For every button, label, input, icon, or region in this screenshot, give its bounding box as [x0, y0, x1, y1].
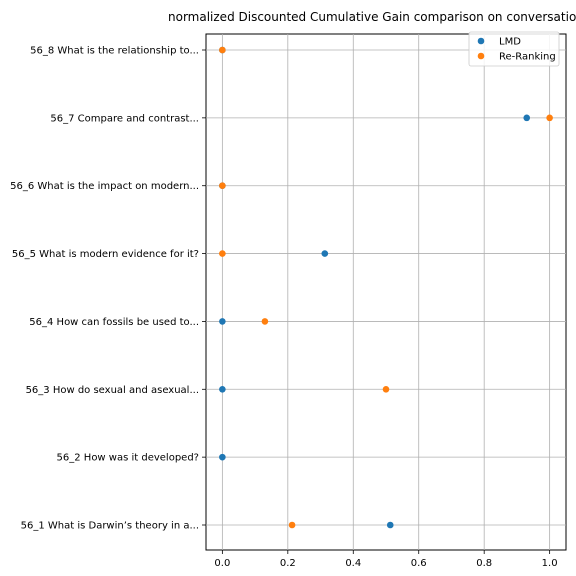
data-point-re-ranking [546, 114, 553, 122]
data-point-lmd [386, 521, 394, 529]
data-point-lmd [219, 385, 226, 393]
data-point-re-ranking [219, 182, 226, 190]
legend-label: Re-Ranking [499, 52, 556, 63]
chart-title: normalized Discounted Cumulative Gain co… [168, 10, 576, 24]
data-point-re-ranking [219, 250, 226, 257]
x-tick-label: 0.8 [476, 558, 492, 569]
data-point-lmd [219, 453, 226, 461]
x-tick-label: 0.2 [280, 558, 296, 569]
y-tick-label: 56_6 What is the impact on modern... [10, 181, 199, 192]
data-point-lmd [523, 114, 531, 122]
y-tick-label: 56_4 How can fossils be used to... [29, 317, 199, 328]
data-point-re-ranking [382, 385, 390, 393]
plot-area-frame [205, 33, 567, 551]
x-tick-label: 0.4 [345, 558, 361, 569]
y-tick-label: 56_2 How was it developed? [57, 453, 199, 464]
y-tick-label: 56_5 What is modern evidence for it? [12, 249, 199, 260]
points-layer [219, 46, 553, 529]
legend-label: LMD [499, 37, 521, 48]
grid-layer [206, 34, 566, 550]
y-tick-label: 56_7 Compare and contrast... [50, 113, 199, 124]
legend-marker [477, 52, 485, 60]
data-point-re-ranking [288, 521, 296, 529]
x-tick-label: 0.6 [411, 558, 427, 569]
data-point-re-ranking [261, 318, 269, 325]
x-tick-label: 0.0 [214, 558, 230, 569]
data-point-re-ranking [219, 46, 226, 54]
legend-box [468, 31, 560, 67]
axis-layer: 0.0 0.2 0.4 0.6 0.8 1.0 56_1 What is Darwin’s … [10, 46, 557, 570]
y-tick-label: 56_8 What is the relationship to... [30, 46, 199, 57]
y-tick-label: 56_1 What is Darwin’s theory in a... [21, 521, 199, 532]
legend-marker [477, 37, 485, 45]
data-point-lmd [219, 318, 226, 325]
data-point-lmd [321, 250, 329, 257]
y-tick-label: 56_3 How do sexual and asexual... [26, 385, 199, 396]
x-tick-label: 1.0 [542, 558, 558, 569]
legend: LMD Re-Ranking [468, 31, 560, 67]
